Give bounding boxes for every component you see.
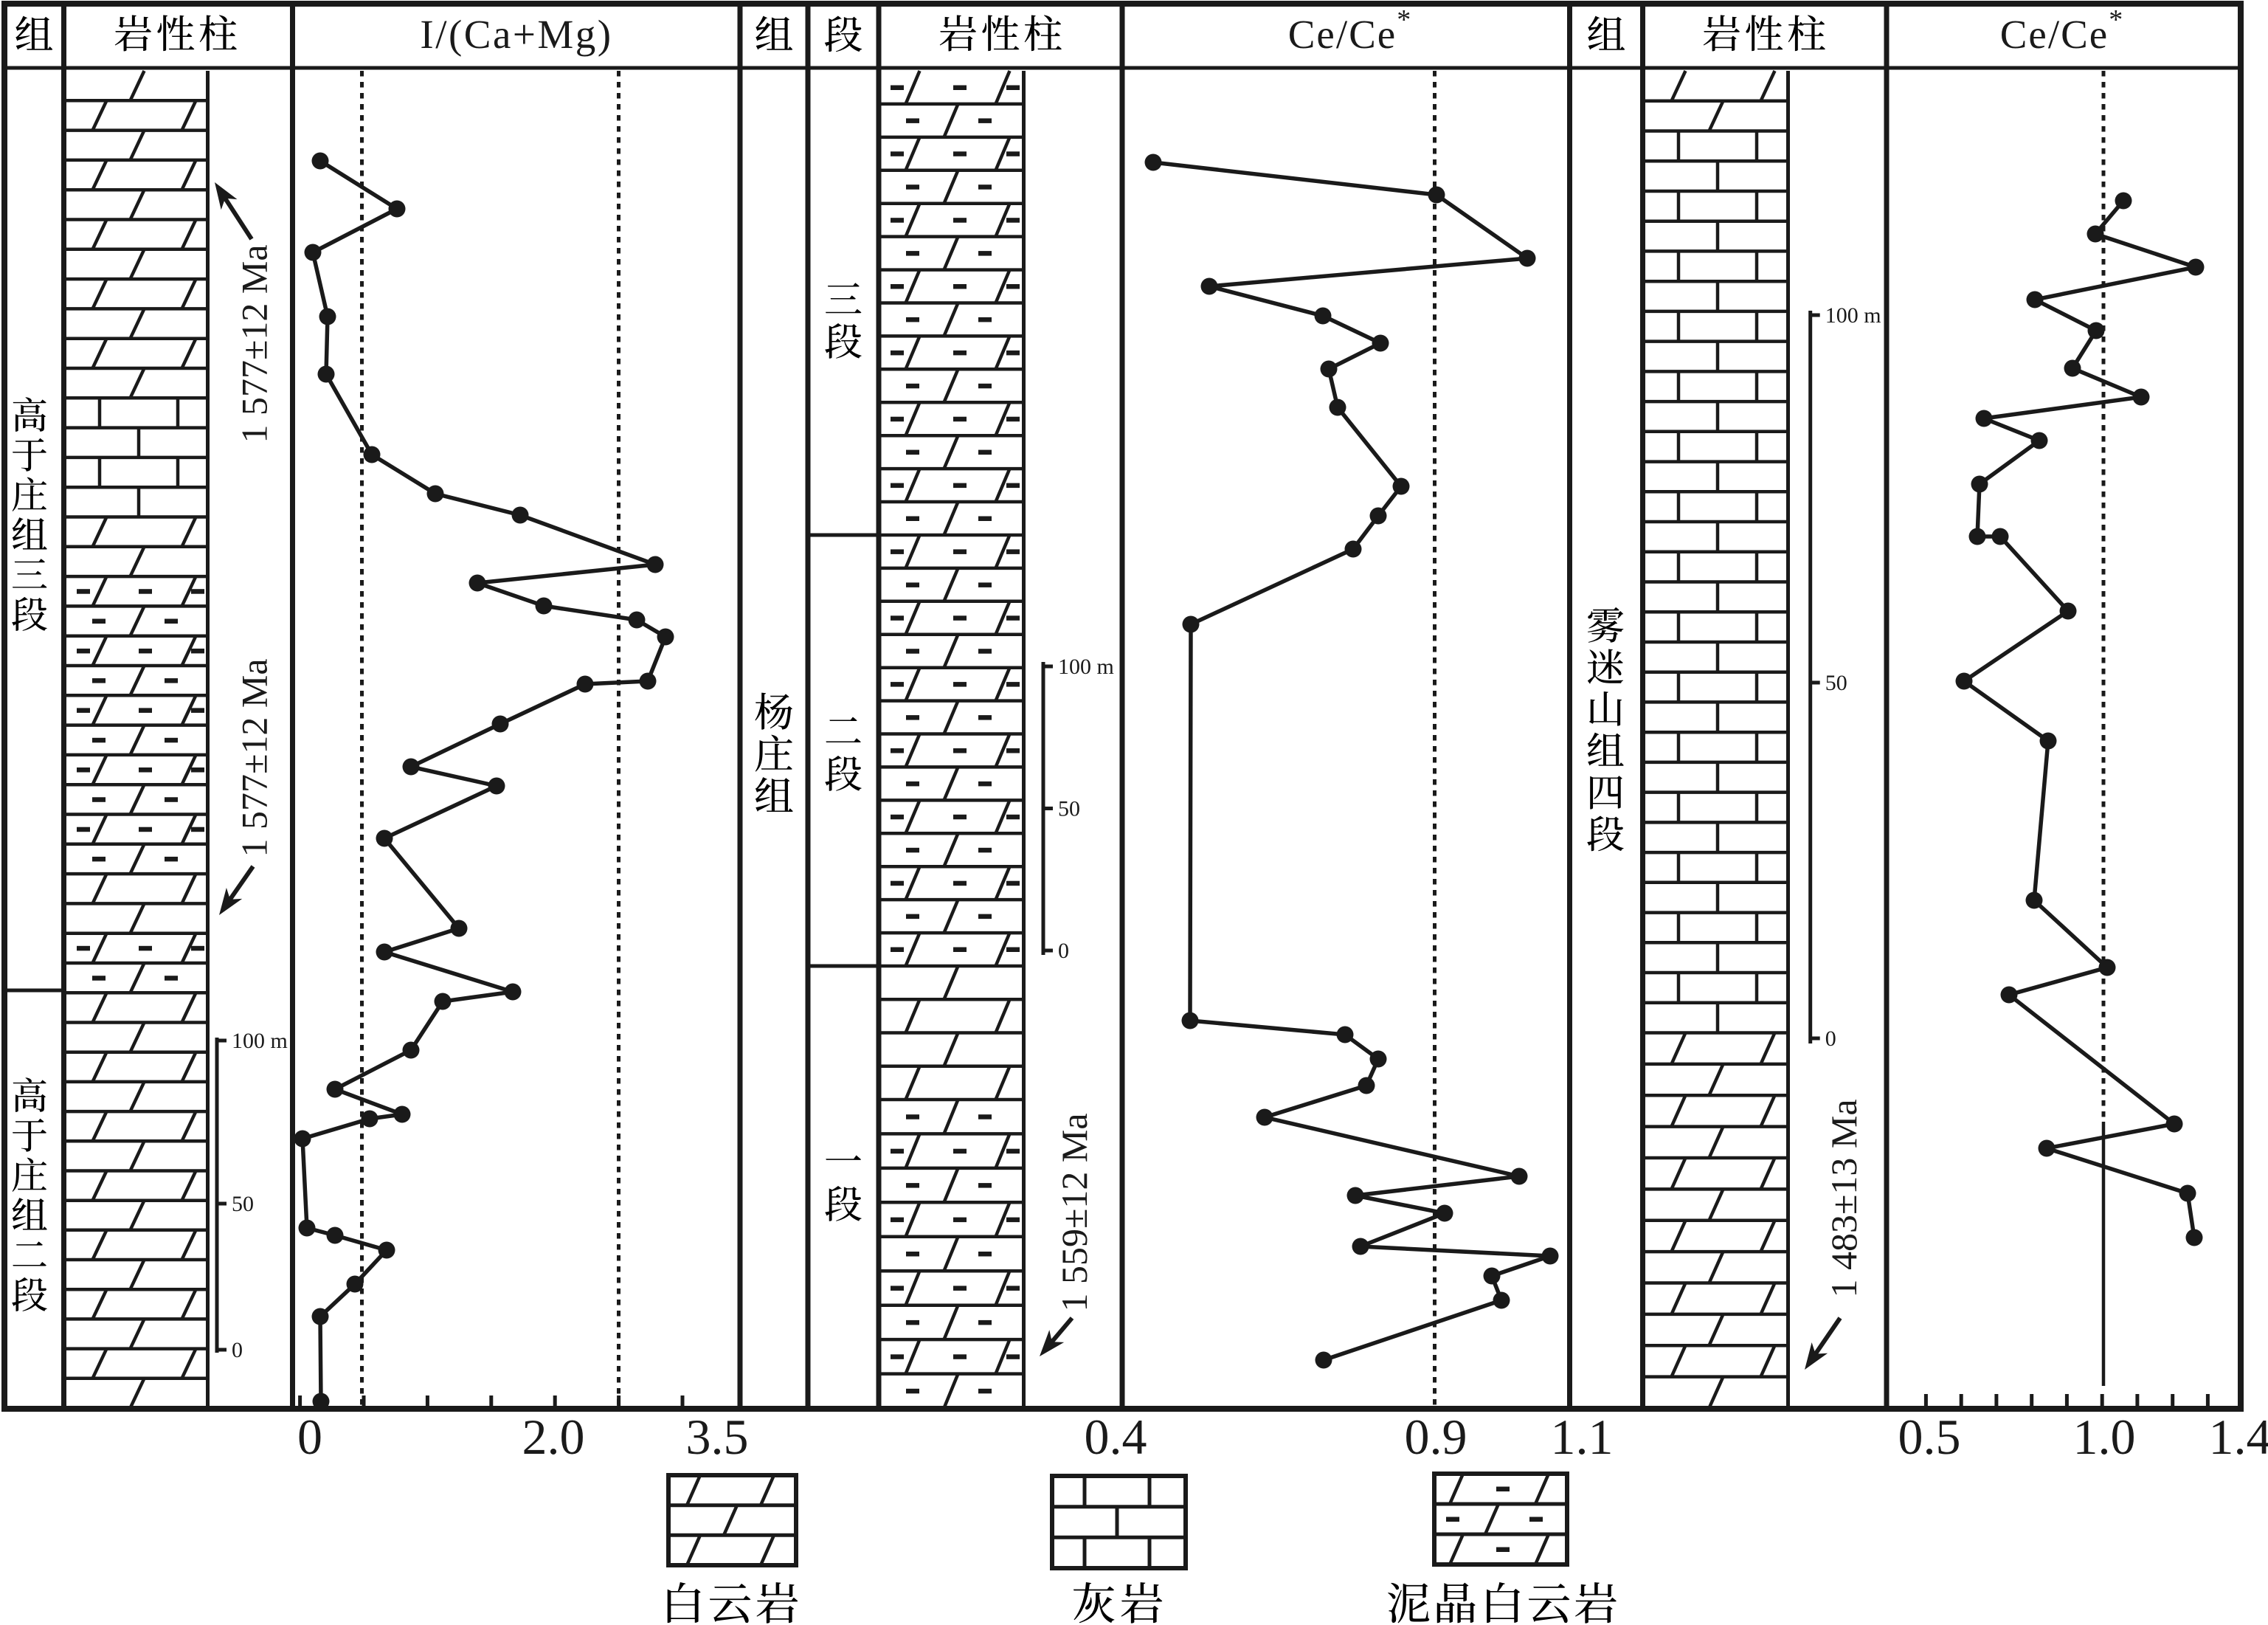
svg-text:1 483±13 Ma: 1 483±13 Ma [1823,1099,1864,1297]
svg-text:1 559±12 Ma: 1 559±12 Ma [1054,1113,1095,1311]
svg-text:50: 50 [1825,671,1847,695]
svg-text:1.4: 1.4 [2209,1409,2268,1465]
svg-text:3.5: 3.5 [686,1409,749,1465]
svg-text:0: 0 [232,1338,243,1362]
svg-text:1.0: 1.0 [2073,1409,2136,1465]
svg-text:1 577±12 Ma: 1 577±12 Ma [234,658,275,857]
svg-text:1.1: 1.1 [1551,1409,1614,1465]
svg-text:100 m: 100 m [1058,655,1114,679]
svg-text:0.5: 0.5 [1898,1409,1961,1465]
svg-text:I/(Ca+Mg): I/(Ca+Mg) [420,12,612,57]
svg-text:Ce/Ce*: Ce/Ce* [1288,4,1412,57]
svg-text:1 577±12 Ma: 1 577±12 Ma [234,244,275,443]
svg-text:50: 50 [232,1192,254,1216]
svg-text:100 m: 100 m [232,1029,288,1053]
svg-text:0: 0 [1058,939,1069,963]
svg-text:100 m: 100 m [1825,303,1881,328]
svg-text:Ce/Ce*: Ce/Ce* [2000,4,2124,57]
svg-text:0.4: 0.4 [1085,1409,1147,1465]
svg-text:0: 0 [297,1409,322,1465]
svg-text:0.9: 0.9 [1405,1409,1467,1465]
svg-text:2.0: 2.0 [522,1409,585,1465]
svg-text:0: 0 [1825,1027,1836,1051]
svg-text:50: 50 [1058,797,1080,821]
